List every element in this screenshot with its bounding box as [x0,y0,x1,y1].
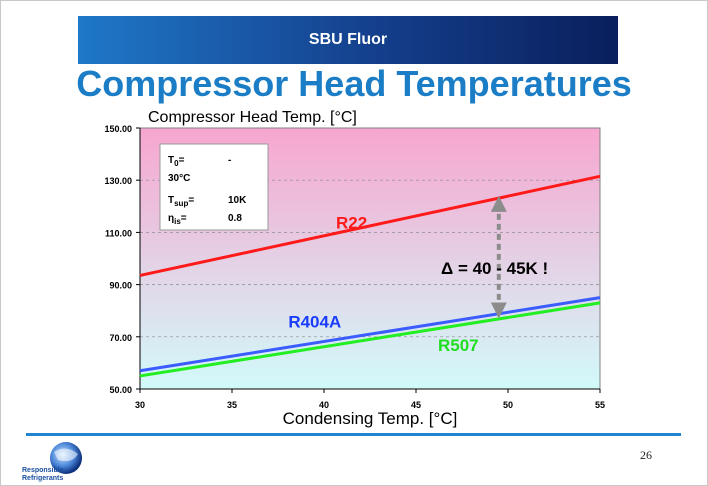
page-number: 26 [640,448,652,462]
y-tick-label: 50.00 [109,385,132,395]
x-tick-label: 45 [411,400,421,410]
x-tick-label: 35 [227,400,237,410]
footer-divider [26,433,681,436]
x-tick-label: 30 [135,400,145,410]
series-label-r404a: R404A [288,313,341,332]
x-tick-label: 55 [595,400,605,410]
banner-text: SBU Fluor [308,31,388,48]
conditions-box [159,143,269,231]
y-tick-label: 90.00 [109,281,132,291]
x-tick-label: 50 [503,400,513,410]
condition-value: 0.8 [228,213,242,224]
series-label-r507: R507 [438,336,479,355]
x-tick-label: 40 [319,400,329,410]
delta-annotation: Δ = 40 - 45K ! [441,259,548,278]
logo-text-2: Refrigerants [22,475,63,482]
series-line-r404a [139,296,601,373]
y-axis-title: Compressor Head Temp. [°C] [148,109,357,126]
header-banner: SBU Fluor [78,16,618,64]
y-tick-label: 70.00 [109,333,132,343]
condition-label: T0= [168,155,185,168]
condition-value: 10K [228,195,247,206]
condition-label: 30°C [168,173,190,184]
condition-label: Tsup= [168,195,194,208]
y-tick-label: 110.00 [105,228,132,238]
series-label-r22: R22 [336,213,367,232]
y-tick-label: 130.00 [104,176,132,186]
page-title: Compressor Head Temperatures [76,63,632,104]
y-tick-label: 150.00 [104,124,132,134]
series-line-r507 [139,301,601,378]
x-axis-title: Condensing Temp. [°C] [283,409,458,428]
series-line-r22 [139,174,601,277]
condition-label: ηis= [168,213,187,226]
logo-text-1: Responsible [22,467,64,474]
condition-value: - [228,155,231,166]
company-logo: Responsible Refrigerants [22,442,82,482]
